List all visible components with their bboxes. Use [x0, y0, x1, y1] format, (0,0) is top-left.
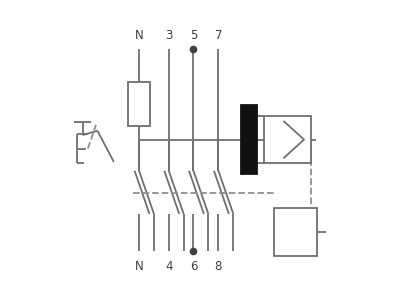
Bar	[241, 105, 257, 174]
Bar	[264, 116, 312, 164]
Text: 7: 7	[215, 28, 222, 41]
Text: 5: 5	[190, 28, 197, 41]
Text: 3: 3	[165, 28, 172, 41]
Bar	[274, 208, 318, 256]
Text: 8: 8	[215, 260, 222, 273]
Text: N: N	[135, 28, 144, 41]
Bar	[128, 82, 150, 126]
Text: 4: 4	[165, 260, 172, 273]
Text: 6: 6	[190, 260, 197, 273]
Text: N: N	[135, 260, 144, 273]
